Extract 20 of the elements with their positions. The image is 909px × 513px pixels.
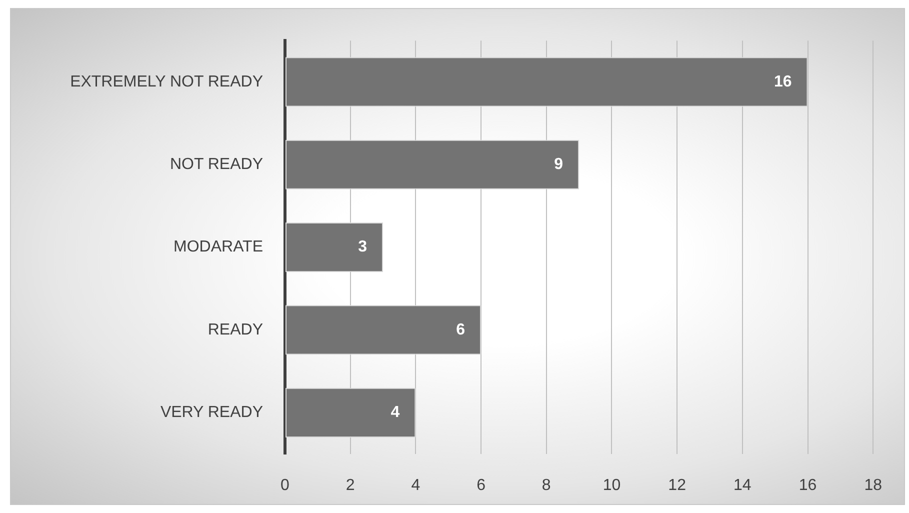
y-tick-label: MODARATE — [174, 238, 263, 256]
y-tick-label: EXTREMELY NOT READY — [70, 73, 264, 90]
data-label: 16 — [774, 73, 792, 90]
x-tick-label: 16 — [798, 477, 817, 494]
y-tick-label: NOT READY — [170, 156, 264, 174]
x-tick-label: 6 — [476, 477, 486, 494]
y-tick-label: VERY READY — [160, 404, 264, 422]
data-label: 9 — [554, 156, 564, 174]
x-tick-label: 10 — [602, 477, 621, 494]
data-label: 3 — [358, 238, 368, 256]
x-tick-label: 14 — [734, 477, 752, 494]
x-tick-label: 12 — [668, 477, 686, 494]
x-tick-label: 2 — [346, 477, 355, 494]
data-label: 6 — [456, 321, 466, 338]
data-label: 4 — [390, 404, 400, 422]
x-tick-label: 0 — [280, 477, 290, 494]
x-tick-label: 4 — [411, 477, 420, 494]
x-tick-label: 8 — [542, 477, 551, 494]
y-tick-label: READY — [208, 321, 264, 338]
x-tick-label: 18 — [864, 477, 882, 494]
